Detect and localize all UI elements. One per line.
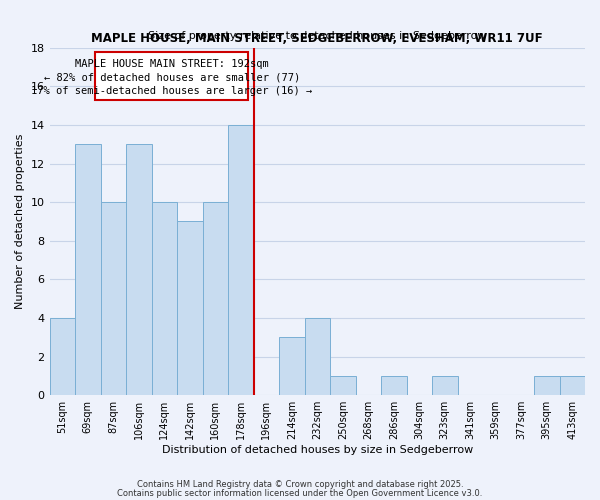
Bar — [330, 376, 356, 395]
Bar — [305, 318, 330, 395]
Text: ← 82% of detached houses are smaller (77): ← 82% of detached houses are smaller (77… — [44, 72, 300, 83]
Text: Contains public sector information licensed under the Open Government Licence v3: Contains public sector information licen… — [118, 488, 482, 498]
Bar — [203, 202, 228, 395]
X-axis label: Distribution of detached houses by size in Sedgeberrow: Distribution of detached houses by size … — [161, 445, 473, 455]
Bar — [50, 318, 75, 395]
FancyBboxPatch shape — [95, 52, 248, 100]
Bar — [177, 222, 203, 395]
Bar — [75, 144, 101, 395]
Title: MAPLE HOUSE, MAIN STREET, SEDGEBERROW, EVESHAM, WR11 7UF: MAPLE HOUSE, MAIN STREET, SEDGEBERROW, E… — [91, 32, 543, 45]
Bar — [534, 376, 560, 395]
Bar — [101, 202, 126, 395]
Text: Contains HM Land Registry data © Crown copyright and database right 2025.: Contains HM Land Registry data © Crown c… — [137, 480, 463, 489]
Bar — [279, 338, 305, 395]
Bar — [126, 144, 152, 395]
Bar — [228, 125, 254, 395]
Bar — [381, 376, 407, 395]
Bar — [560, 376, 585, 395]
Text: Size of property relative to detached houses in Sedgeberrow: Size of property relative to detached ho… — [148, 30, 487, 40]
Bar — [152, 202, 177, 395]
Text: 17% of semi-detached houses are larger (16) →: 17% of semi-detached houses are larger (… — [31, 86, 313, 96]
Y-axis label: Number of detached properties: Number of detached properties — [15, 134, 25, 309]
Text: MAPLE HOUSE MAIN STREET: 192sqm: MAPLE HOUSE MAIN STREET: 192sqm — [75, 59, 269, 69]
Bar — [432, 376, 458, 395]
